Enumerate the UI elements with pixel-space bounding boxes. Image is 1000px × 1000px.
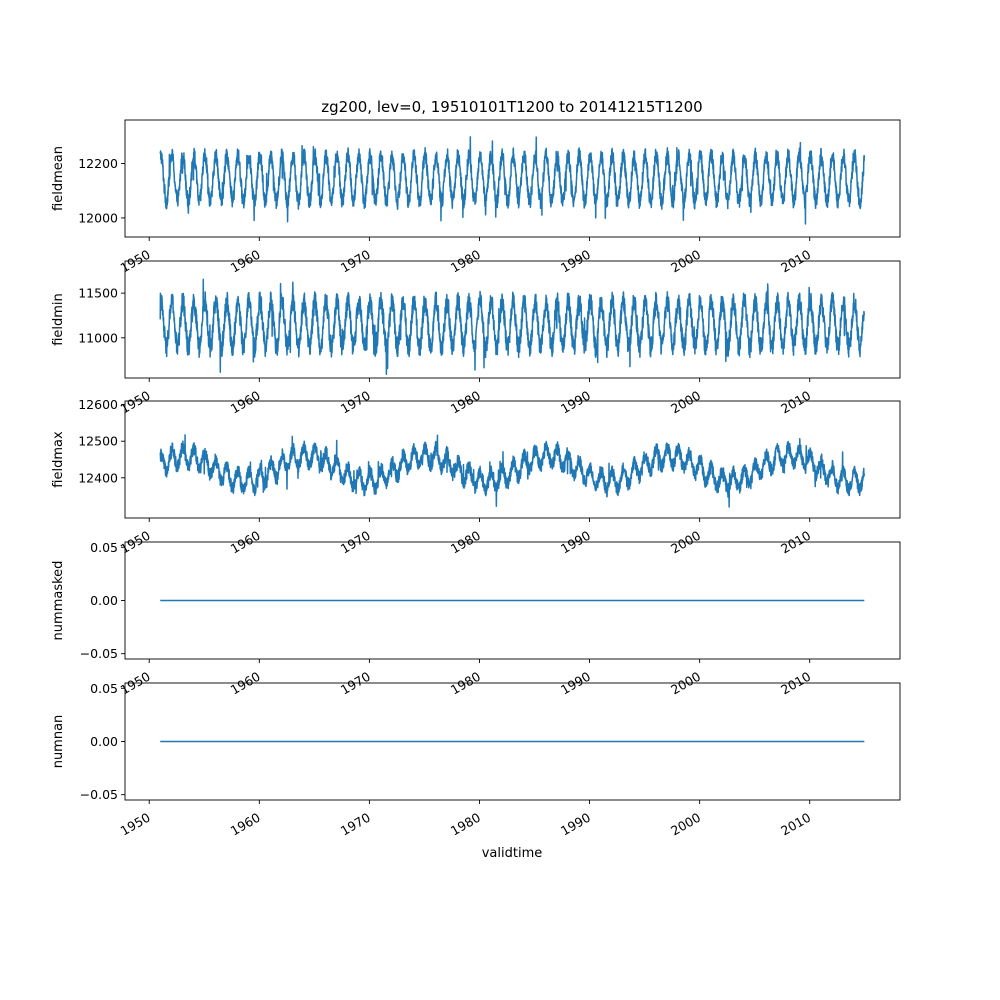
y-tick-label: −0.05 [80, 787, 118, 802]
y-tick-label: 0.00 [90, 734, 118, 749]
y-axis-label: fieldmin [51, 293, 66, 346]
axes-frame-fieldmin [124, 260, 901, 379]
y-axis-label: nummasked [51, 561, 66, 641]
y-axis-label: fieldmean [51, 146, 66, 211]
y-tick-label: 11000 [78, 330, 118, 345]
y-tick-label: 12400 [78, 470, 118, 485]
axes-frame-fieldmax [124, 400, 901, 519]
y-tick-label: 0.00 [90, 593, 118, 608]
series-line-fieldmax [159, 434, 866, 508]
y-tick-label: 11500 [78, 286, 118, 301]
y-tick-label: −0.05 [80, 646, 118, 661]
x-axis-label: validtime [482, 846, 543, 861]
y-tick-label: 12000 [78, 210, 118, 225]
chart-title: zg200, lev=0, 19510101T1200 to 20141215T… [321, 98, 702, 116]
series-line-fieldmean [159, 136, 866, 225]
y-tick-label: 0.05 [90, 681, 118, 696]
y-axis-label: fieldmax [51, 431, 66, 488]
y-tick-label: 12200 [78, 156, 118, 171]
series-line-fieldmin [159, 278, 866, 376]
axes-frame-fieldmean [124, 119, 901, 238]
y-axis-label: numnan [51, 715, 66, 769]
y-tick-label: 0.05 [90, 540, 118, 555]
y-tick-label: 12500 [78, 434, 118, 449]
y-tick-label: 12600 [78, 397, 118, 412]
